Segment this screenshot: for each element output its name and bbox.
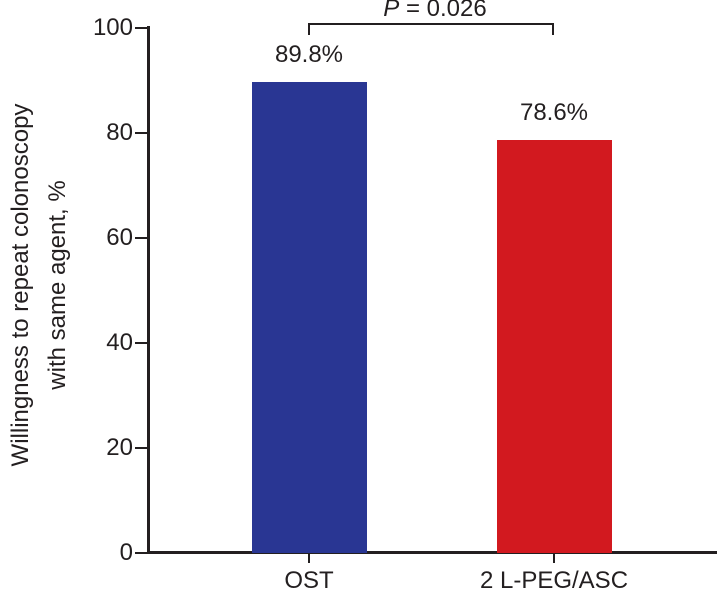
y-tick-label: 100: [92, 14, 133, 41]
y-tick-label: 0: [119, 539, 133, 566]
y-tick-mark: [135, 131, 147, 135]
y-tick-mark: [135, 446, 147, 450]
bar-ost: [251, 81, 367, 553]
y-tick-label: 20: [106, 434, 133, 461]
p-value-symbol: P: [383, 0, 400, 22]
y-tick-mark: [135, 236, 147, 240]
y-tick-label: 80: [106, 119, 133, 146]
y-tick-mark: [135, 26, 147, 30]
y-tick-mark: [135, 341, 147, 345]
x-category-label: 2 L-PEG/ASC: [479, 567, 629, 594]
y-axis-title: Willingness to repeat colonoscopy with s…: [2, 5, 78, 565]
x-axis-line: [147, 551, 717, 554]
x-tick-mark: [552, 554, 556, 563]
p-value-text: = 0.026: [399, 0, 487, 22]
significance-bracket: [308, 23, 554, 35]
bar-value-label: 89.8%: [274, 40, 344, 68]
y-tick-mark: [135, 551, 147, 555]
bar-2-l-peg-asc: [496, 140, 612, 553]
x-category-label: OST: [284, 567, 334, 594]
x-tick-mark: [307, 554, 311, 563]
y-axis-line: [147, 26, 150, 554]
y-axis-title-line1: Willingness to repeat colonoscopy: [7, 103, 34, 467]
y-axis-title-line2: with same agent, %: [44, 180, 71, 390]
p-value-annotation: P = 0.026: [325, 0, 545, 22]
y-tick-label: 40: [106, 329, 133, 356]
y-tick-label: 60: [106, 224, 133, 251]
bar-value-label: 78.6%: [519, 99, 589, 127]
